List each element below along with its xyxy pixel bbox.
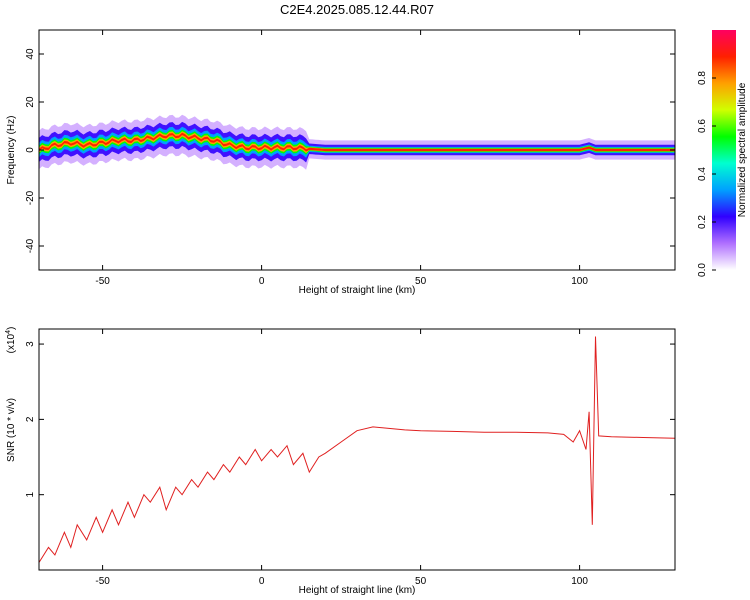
snr-frame — [38, 328, 676, 571]
snr-y-ticks: 1 2 3 — [25, 341, 675, 497]
spectrogram-y-tick-label: 40 — [25, 48, 36, 60]
spectrogram-y-label: Frequency (Hz) — [6, 116, 17, 185]
snr-x-label: Height of straight line (km) — [299, 585, 416, 596]
snr-x-tick-label: 100 — [571, 576, 588, 587]
colorbar-ticks: 0.0 0.2 0.4 0.6 0.8 — [697, 71, 716, 277]
spectrogram-y-tick-label: -20 — [25, 190, 36, 205]
chart-title: C2E4.2025.085.12.44.R07 — [280, 2, 434, 17]
spectrogram-panel: -50 0 50 100 -40 -20 0 20 40 Height of straight… — [6, 29, 676, 296]
colorbar-tick-label: 0.6 — [697, 119, 708, 133]
spectrogram-y-tick-label: 20 — [25, 96, 36, 108]
snr-y-multiplier-base: (x10 — [6, 333, 17, 353]
snr-panel: -50 0 50 100 1 2 3 Height of straight line (k… — [5, 327, 676, 596]
spectrogram-y-tick-label: 0 — [25, 147, 36, 153]
spectrogram-x-tick-label: -50 — [95, 276, 110, 287]
ridge-band-orange — [39, 131, 675, 154]
snr-y-tick-label: 1 — [25, 491, 36, 497]
spectrogram-x-label: Height of straight line (km) — [299, 285, 416, 296]
spectrogram-y-ticks: -40 -20 0 20 40 — [25, 48, 675, 253]
spectrogram-x-tick-label: 0 — [259, 276, 265, 287]
colorbar: 0.0 0.2 0.4 0.6 0.8 Normalized spectral ampl… — [697, 30, 748, 277]
snr-y-tick-label: 2 — [25, 416, 36, 422]
snr-x-ticks: -50 0 50 100 — [95, 329, 588, 587]
snr-y-tick-label: 3 — [25, 341, 36, 347]
snr-y-multiplier: (x104) — [5, 327, 17, 354]
spectrogram-x-tick-label: 50 — [415, 276, 427, 287]
snr-x-tick-label: -50 — [95, 576, 110, 587]
snr-x-tick-label: 0 — [259, 576, 265, 587]
colorbar-tick-label: 0.8 — [697, 71, 708, 85]
snr-y-multiplier-close: ) — [6, 327, 17, 330]
snr-y-label: SNR (10 * v/v) — [6, 398, 17, 462]
spectrogram-x-tick-label: 100 — [571, 276, 588, 287]
spectrogram-x-ticks: -50 0 50 100 — [95, 30, 588, 287]
snr-plot-area — [39, 329, 675, 570]
colorbar-label: Normalized spectral amplitude — [737, 82, 748, 217]
colorbar-gradient — [712, 30, 736, 270]
spectrogram-y-tick-label: -40 — [25, 238, 36, 253]
snr-series-line — [38, 336, 676, 563]
colorbar-tick-label: 0.0 — [697, 263, 708, 277]
spectrogram-layer — [39, 114, 675, 170]
ridge-band-red — [39, 132, 675, 152]
snr-x-tick-label: 50 — [415, 576, 427, 587]
colorbar-tick-label: 0.2 — [697, 215, 708, 229]
snr-y-multiplier-exp: 4 — [5, 330, 12, 334]
colorbar-tick-label: 0.4 — [697, 167, 708, 181]
